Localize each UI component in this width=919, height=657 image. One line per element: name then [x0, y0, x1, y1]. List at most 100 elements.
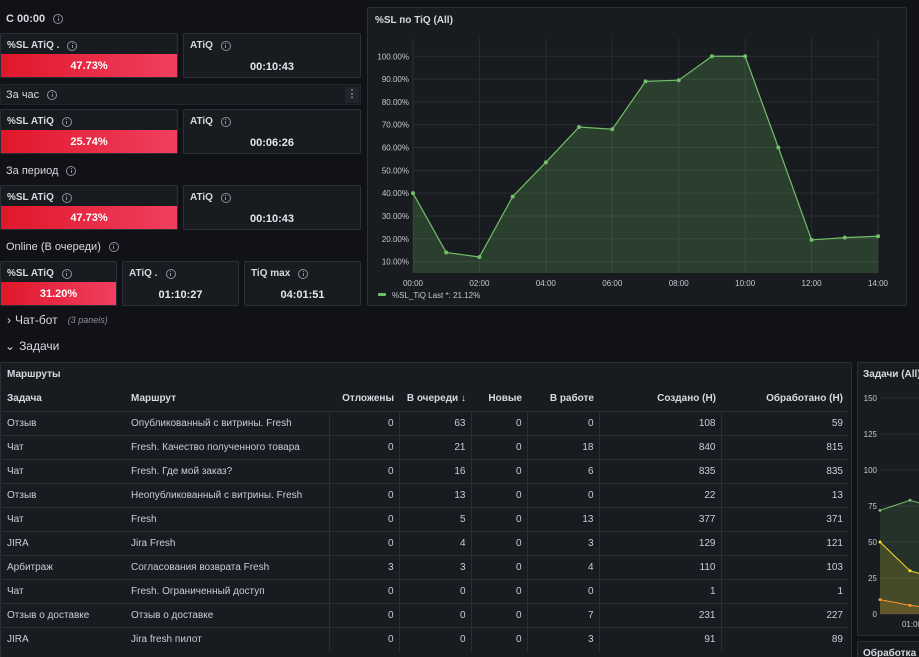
table-row[interactable]: JIRA Jira fresh пилот 0 0 0 3 91 89: [2, 626, 848, 651]
row-chatbot[interactable]: › Чат-бот (3 panels): [7, 313, 108, 327]
x-tick-label: 10:00: [735, 279, 756, 288]
info-icon[interactable]: [220, 40, 231, 51]
routes-table-panel[interactable]: Маршруты Задача Маршрут Отложены В очере…: [0, 362, 852, 657]
info-icon[interactable]: [61, 192, 72, 203]
section-title-since-midnight: С 00:00: [6, 13, 64, 25]
x-tick-label: 14:00: [868, 279, 889, 288]
series-area: [413, 56, 878, 273]
stat-panel-atiq-4[interactable]: ATiQ . 01:10:27: [122, 261, 239, 306]
cell-number: 1: [598, 578, 721, 603]
table-row[interactable]: Чат Fresh. Где мой заказ? 0 16 0 6 835 835: [2, 458, 848, 483]
data-point: [908, 603, 912, 607]
table-row[interactable]: JIRA Jira Fresh 0 4 0 3 129 121: [2, 530, 848, 555]
stat-panel-tiq-max[interactable]: TiQ max 04:01:51: [244, 261, 361, 306]
column-header[interactable]: Создано (Н): [657, 393, 716, 405]
info-icon[interactable]: [220, 116, 231, 127]
cell-number: 0: [470, 458, 527, 483]
data-point: [908, 498, 912, 502]
info-icon[interactable]: [61, 268, 72, 279]
data-point: [908, 569, 912, 573]
info-icon[interactable]: [47, 90, 58, 100]
data-point: [878, 598, 882, 602]
cell-number: 231: [598, 602, 721, 627]
table-row[interactable]: Отзыв о доставке Отзыв о доставке 0 0 0 7 231 2…: [2, 602, 848, 627]
y-tick-label: 20.00%: [382, 235, 409, 244]
stat-value: 04:01:51: [280, 289, 325, 301]
x-tick-label: 12:00: [802, 279, 823, 288]
row-title: Чат-бот: [15, 313, 58, 327]
sl-chart-panel[interactable]: %SL по TiQ (All) 10.00% 20.00% 30.00% 40.00…: [367, 7, 907, 306]
table-row[interactable]: Чат Fresh. Ограниченный доступ 0 0 0 0 1 1: [2, 578, 848, 603]
cell-number: 18: [526, 434, 599, 459]
column-header[interactable]: Обработано (Н): [766, 393, 843, 405]
stat-panel-sl-atiq-1[interactable]: %SL ATiQ . 47.73%: [0, 33, 178, 78]
table-header-row: Задача Маршрут Отложены В очереди ↓ Новы…: [2, 387, 848, 411]
cell-number: 0: [328, 578, 399, 603]
stat-panel-atiq-3[interactable]: ATiQ 00:10:43: [183, 185, 361, 230]
cell-number: 0: [470, 554, 527, 579]
column-header[interactable]: Задача: [7, 393, 42, 405]
cell-number: 0: [526, 482, 599, 507]
info-icon[interactable]: [165, 268, 176, 279]
tasks-chart-panel[interactable]: Задачи (All) 0 25 50 75 100 125 150 01:00: [857, 362, 919, 636]
cell-route: Fresh: [126, 506, 329, 531]
cell-number: 815: [720, 434, 848, 459]
data-point: [444, 250, 449, 255]
info-icon[interactable]: [66, 166, 77, 176]
stat-value-bar: 25.74%: [1, 130, 177, 153]
stat-panel-atiq-2[interactable]: ATiQ 00:06:26: [183, 109, 361, 154]
processing-panel[interactable]: Обработка ч: [857, 641, 919, 657]
info-icon[interactable]: [298, 268, 309, 279]
column-header[interactable]: В работе: [549, 393, 594, 405]
cell-route: Jira fresh пилот: [126, 626, 329, 651]
cell-number: 835: [720, 458, 848, 483]
cell-number: 0: [328, 482, 399, 507]
x-tick-label: 00:00: [403, 279, 424, 288]
x-tick-label: 01:00: [902, 620, 919, 629]
info-icon[interactable]: [53, 14, 64, 24]
table-row[interactable]: Арбитраж Согласования возврата Fresh 3 3 0 4 1…: [2, 554, 848, 579]
cell-number: 22: [598, 482, 721, 507]
cell-number: 3: [526, 626, 599, 651]
stat-panel-sl-atiq-4[interactable]: %SL ATiQ 31.20%: [0, 261, 117, 306]
table-row[interactable]: Отзыв Неопубликованный с витрины. Fresh 0 1…: [2, 482, 848, 507]
x-tick-label: 02:00: [469, 279, 490, 288]
y-tick-label: 90.00%: [382, 75, 409, 84]
cell-number: 13: [720, 482, 848, 507]
cell-task: Чат: [2, 506, 126, 531]
info-icon[interactable]: [61, 116, 72, 127]
cell-route: Неопубликованный с витрины. Fresh: [126, 482, 329, 507]
info-icon[interactable]: [220, 192, 231, 203]
y-tick-label: 60.00%: [382, 144, 409, 153]
row-tasks[interactable]: ⌄ Задачи: [5, 339, 59, 353]
cell-number: 3: [398, 554, 471, 579]
info-icon[interactable]: [67, 40, 78, 51]
x-tick-label: 06:00: [602, 279, 623, 288]
stat-panel-sl-atiq-3[interactable]: %SL ATiQ 47.73%: [0, 185, 178, 230]
stat-panel-sl-atiq-2[interactable]: %SL ATiQ 25.74%: [0, 109, 178, 154]
info-icon[interactable]: [108, 242, 119, 252]
y-tick-label: 40.00%: [382, 189, 409, 198]
stat-panel-atiq-1[interactable]: ATiQ 00:10:43: [183, 33, 361, 78]
column-header[interactable]: Маршрут: [131, 393, 177, 405]
column-header[interactable]: Отложены: [342, 393, 394, 405]
column-header[interactable]: Новые: [488, 393, 522, 405]
cell-number: 6: [526, 458, 599, 483]
cell-number: 108: [598, 410, 721, 435]
column-header-sorted[interactable]: В очереди ↓: [406, 393, 466, 405]
cell-number: 59: [720, 410, 848, 435]
series-area: [880, 500, 919, 614]
table-row[interactable]: Отзыв Опубликованный с витрины. Fresh 0 63 0…: [2, 410, 848, 435]
cell-number: 0: [470, 530, 527, 555]
stat-value: 00:10:43: [249, 61, 295, 73]
data-point: [643, 79, 648, 84]
y-tick-label: 50: [868, 538, 877, 547]
panel-menu-button[interactable]: ⋮: [345, 87, 359, 103]
data-point: [477, 255, 482, 260]
cell-number: 7: [526, 602, 599, 627]
table-row[interactable]: Чат Fresh. Качество полученного товара 0 21…: [2, 434, 848, 459]
cell-number: 0: [328, 506, 399, 531]
y-tick-label: 25: [868, 574, 877, 583]
table-row[interactable]: Чат Fresh 0 5 0 13 377 371: [2, 506, 848, 531]
cell-number: 0: [470, 410, 527, 435]
